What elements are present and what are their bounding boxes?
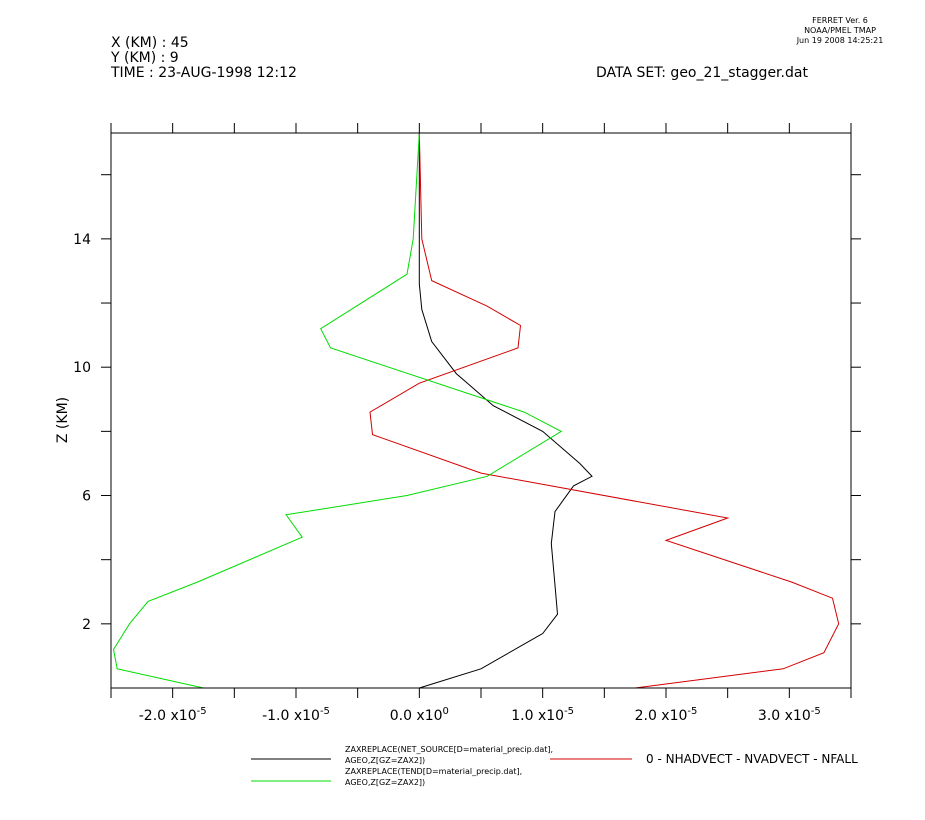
y-position-info: Y (KM) : 9: [111, 50, 179, 66]
axis-tick-labels: -2.0 x10-5 -1.0 x10-5 0.0 x100 1.0 x10-5 2.0…: [73, 232, 821, 724]
legend-label-1-line2: AGEO,Z[GZ=ZAX2]): [345, 756, 425, 765]
x-position-info: X (KM) : 45: [111, 35, 189, 51]
y-tick-label: 10: [73, 360, 91, 376]
x-tick-label: 1.0 x10-5: [511, 706, 574, 724]
series-line-1: [418, 133, 593, 689]
x-tick-label: 3.0 x10-5: [758, 706, 821, 724]
time-info: TIME : 23-AUG-1998 12:12: [111, 65, 297, 81]
series-line-2: [369, 132, 840, 689]
y-tick-label: 6: [82, 489, 91, 505]
plot-frame: [110, 132, 852, 689]
x-tick-label: -2.0 x10-5: [139, 706, 207, 724]
y-axis-label: Z (KM): [55, 397, 71, 443]
legend-label-3-line2: AGEO,Z[GZ=ZAX2]): [345, 778, 425, 787]
dataset-label: DATA SET: geo_21_stagger.dat: [596, 65, 808, 81]
legend-label-1: ZAXREPLACE(NET_SOURCE[D=material_precip.…: [345, 745, 553, 754]
ferret-version: FERRET Ver. 6: [812, 16, 868, 25]
x-tick-label: 0.0 x100: [390, 706, 449, 724]
y-tick-label: 14: [73, 232, 91, 248]
legend-label-3: ZAXREPLACE(TEND[D=material_precip.dat],: [345, 767, 522, 776]
x-tick-label: 2.0 x10-5: [635, 706, 698, 724]
y-tick-label: 2: [82, 617, 91, 633]
series-line-3: [112, 132, 563, 689]
legend: ZAXREPLACE(NET_SOURCE[D=material_precip.…: [251, 745, 858, 787]
lab-name: NOAA/PMEL TMAP: [804, 26, 876, 35]
x-tick-label: -1.0 x10-5: [262, 706, 330, 724]
axis-ticks: [101, 123, 861, 698]
series-lines: [112, 132, 840, 689]
plot-timestamp: Jun 19 2008 14:25:21: [796, 36, 884, 45]
legend-label-2: 0 - NHADVECT - NVADVECT - NFALL: [646, 752, 858, 766]
